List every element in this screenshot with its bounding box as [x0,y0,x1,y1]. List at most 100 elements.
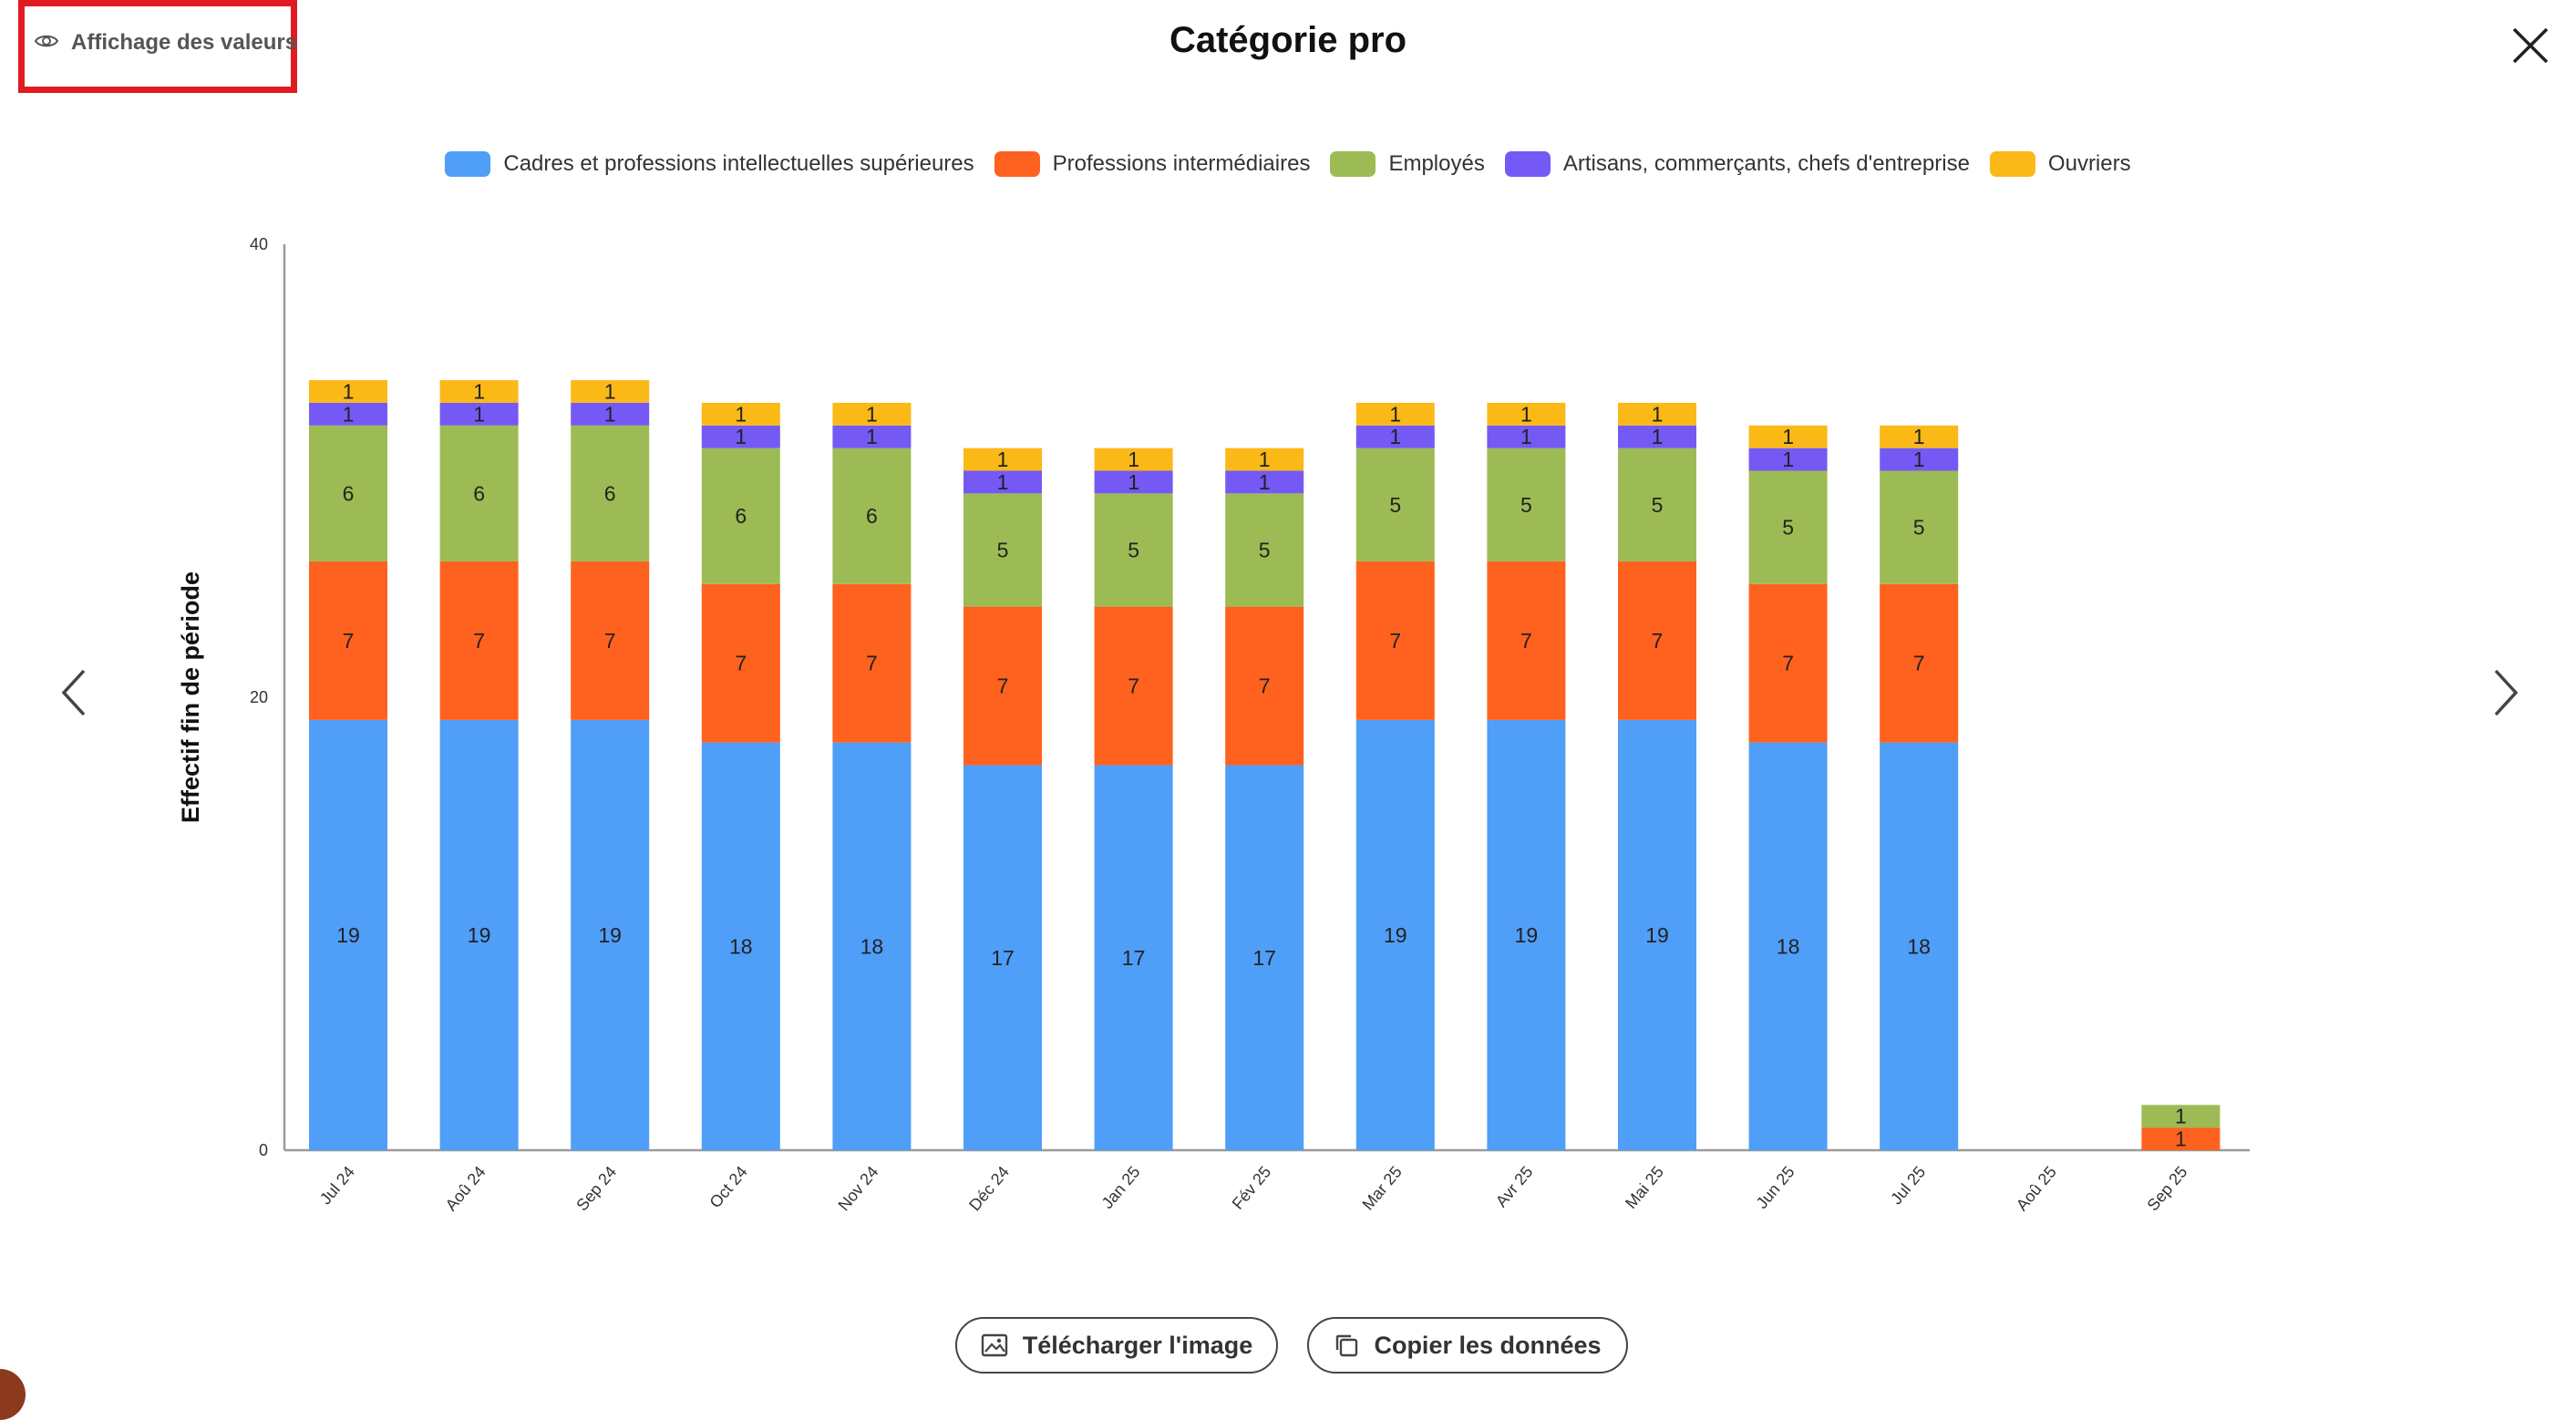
bar-value-label: 1 [1652,402,1664,426]
bar-segment [571,561,650,720]
bar-value-label: 1 [1259,448,1271,471]
bar-segment [1094,765,1173,1150]
x-tick-label: Nov 24 [834,1163,881,1215]
bar-value-label: 5 [1782,516,1794,540]
bar-value-label: 19 [598,923,622,947]
toggle-highlight-frame [18,0,297,93]
legend-label: Ouvriers [2047,151,2131,176]
x-tick-label: Oct 24 [706,1163,750,1211]
bar-value-label: 7 [1913,652,1925,675]
legend-item[interactable]: Professions intermédiaires [994,151,1311,177]
bar-value-label: 1 [1782,425,1794,448]
legend-swatch [445,151,491,177]
bar-segment [1094,606,1173,766]
bar-value-label: 5 [997,538,1009,561]
bar-value-label: 1 [866,402,878,426]
bar-segment [1748,448,1828,471]
bar-segment [309,719,387,1150]
bar-value-label: 1 [997,470,1009,494]
bar-value-label: 1 [735,402,747,426]
legend-item[interactable]: Employés [1330,151,1485,177]
bar-segment [1748,470,1828,584]
bar-value-label: 1 [1128,448,1139,471]
bar-value-label: 1 [604,402,616,426]
bar-segment [571,425,650,561]
bar-value-label: 17 [1252,946,1276,970]
close-icon [2512,27,2549,64]
bar-segment [1225,448,1304,471]
bar-segment [1880,425,1959,448]
bar-segment [439,719,519,1150]
x-tick-label: Déc 24 [965,1163,1013,1215]
bar-value-label: 6 [866,504,878,528]
bar-segment [1225,606,1304,766]
bar-value-label: 7 [1520,629,1532,653]
bar-value-label: 1 [997,448,1009,471]
bar-value-label: 7 [1259,674,1271,698]
next-chart-button[interactable] [2487,665,2523,720]
bar-segment [832,742,912,1150]
copy-data-button[interactable]: Copier les données [1307,1317,1628,1374]
bar-segment [1355,561,1435,720]
x-tick-label: Sep 24 [572,1163,620,1215]
bar-value-label: 19 [1515,923,1539,947]
bar-value-label: 5 [1259,538,1271,561]
bar-segment [1094,448,1173,471]
bar-value-label: 17 [1122,946,1146,970]
bar-segment [832,583,912,743]
x-tick-label: Jul 25 [1887,1163,1929,1209]
previous-chart-button[interactable] [57,665,93,720]
bar-segment [1880,448,1959,471]
bar-value-label: 1 [1913,425,1925,448]
bar-value-label: 19 [468,923,491,947]
bar-value-label: 7 [1652,629,1664,653]
bar-value-label: 1 [866,425,878,448]
legend-item[interactable]: Ouvriers [1989,151,2131,177]
bar-value-label: 7 [735,652,747,675]
app-logo [0,1369,26,1420]
legend-label: Professions intermédiaires [1052,151,1311,176]
bar-value-label: 7 [997,674,1009,698]
legend-swatch [1989,151,2035,177]
bar-segment [963,606,1042,766]
bar-value-label: 6 [473,481,485,505]
x-tick-label: Sep 25 [2143,1163,2190,1215]
legend-swatch [994,151,1040,177]
legend-label: Cadres et professions intellectuelles su… [503,151,974,176]
copy-icon [1336,1334,1358,1357]
chevron-right-icon [2494,669,2519,716]
bar-segment [1487,561,1566,720]
chevron-left-icon [61,669,86,716]
bar-segment [439,380,519,403]
bar-segment [832,425,912,448]
bar-segment [439,402,519,426]
bar-value-label: 17 [991,946,1015,970]
bar-segment [1487,719,1566,1150]
bar-segment [2141,1105,2221,1128]
values-toggle-button[interactable]: Affichage des valeurs [34,30,297,56]
bar-value-label: 18 [860,934,884,958]
bar-segment [701,448,780,584]
legend-item[interactable]: Cadres et professions intellectuelles su… [445,151,974,177]
legend-label: Artisans, commerçants, chefs d'entrepris… [1562,151,1970,176]
bar-value-label: 7 [1782,652,1794,675]
download-image-button[interactable]: Télécharger l'image [955,1317,1278,1374]
close-button[interactable] [2510,26,2550,66]
bar-value-label: 18 [1777,934,1800,958]
bar-segment [701,742,780,1150]
bar-value-label: 1 [1128,470,1139,494]
bar-value-label: 6 [343,481,355,505]
bar-value-label: 1 [473,402,485,426]
legend-item[interactable]: Artisans, commerçants, chefs d'entrepris… [1504,151,1970,177]
bar-value-label: 1 [1520,402,1532,426]
bar-value-label: 7 [1389,629,1401,653]
bar-value-label: 1 [1782,448,1794,471]
x-tick-label: Aoû 25 [2013,1163,2060,1215]
bar-value-label: 7 [604,629,616,653]
y-tick-label: 40 [250,235,268,253]
x-tick-label: Fév 25 [1229,1163,1275,1213]
bar-segment [963,493,1042,607]
bar-value-label: 5 [1128,538,1139,561]
bar-value-label: 1 [604,380,616,404]
